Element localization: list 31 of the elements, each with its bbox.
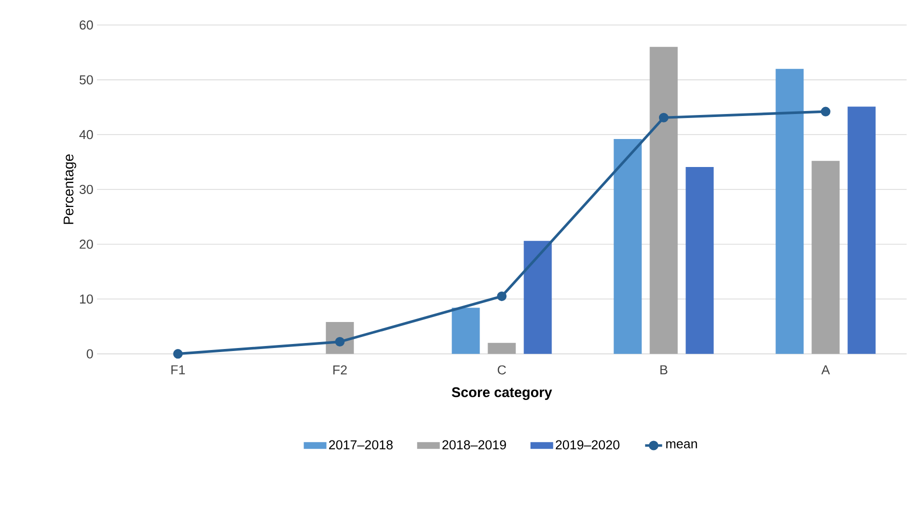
y-tick-label: 50 [80, 75, 93, 84]
legend-label: 2017–2018 [329, 440, 393, 450]
point [497, 292, 507, 302]
x-tick-label: C [498, 365, 506, 375]
bar [848, 106, 876, 354]
y-tick-label: 20 [80, 240, 93, 249]
bar [686, 167, 714, 354]
legend-label: 2018–2019 [442, 440, 506, 450]
y-tick-label: 40 [79, 130, 93, 140]
x-axis-title: Score category [452, 387, 552, 400]
x-tick-label: F2 [333, 365, 347, 374]
legend-label: 2019–2020 [556, 440, 620, 450]
bar [650, 47, 678, 354]
x-tick-label: A [821, 365, 830, 374]
bar [488, 342, 516, 354]
bar [614, 139, 642, 354]
bar [524, 241, 552, 354]
y-tick-label: 30 [80, 184, 93, 194]
y-axis-title: Percentage [64, 154, 76, 224]
bar [776, 68, 804, 354]
y-tick-label: 10 [80, 294, 93, 304]
y-tick-label: 0 [86, 349, 93, 359]
point [820, 106, 830, 116]
x-tick-label: F1 [171, 365, 185, 374]
bar [812, 161, 840, 354]
point [173, 349, 183, 359]
point [658, 112, 668, 123]
bar [452, 308, 480, 354]
legend-label: mean [666, 441, 697, 448]
x-tick-label: B [660, 365, 668, 374]
y-tick-label: 60 [80, 20, 93, 30]
